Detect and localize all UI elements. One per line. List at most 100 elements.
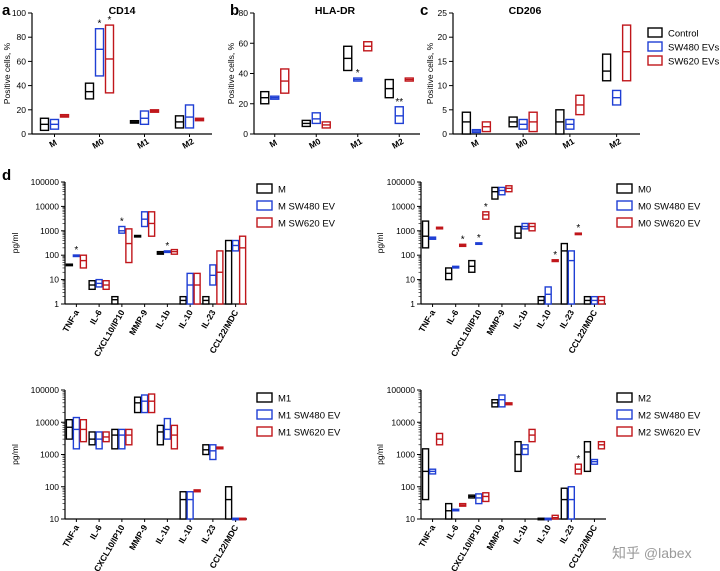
panel-c-cd206: c CD206 0 5 10 15 20 25 Positive cells, % M M0 M1… <box>420 2 719 151</box>
x-category-label: IL-6 <box>444 308 460 326</box>
y-tick-label: 60 <box>17 56 27 66</box>
x-category-label: TNF-a <box>417 308 438 334</box>
x-category-label: IL-23 <box>199 308 218 330</box>
y-tick-label: 100000 <box>31 385 60 395</box>
y-tick-label: 10 <box>406 514 416 524</box>
box-sw480 <box>209 444 217 461</box>
y-tick-label: 40 <box>17 81 27 91</box>
x-category-label: M1 <box>349 136 364 151</box>
chart-title: HLA-DR <box>315 5 356 17</box>
legend-swatch-sw620 <box>256 217 273 228</box>
x-category-label: IL-23 <box>557 523 576 545</box>
y-tick-label: 1000 <box>396 450 415 460</box>
significance-star: * <box>98 19 102 30</box>
box-control <box>88 431 96 446</box>
x-category-label: M0 <box>307 136 322 151</box>
box-control <box>111 428 119 450</box>
legend-label: M0 SW480 EV <box>638 202 701 213</box>
significance-star: * <box>576 223 580 234</box>
box-sw480 <box>521 444 529 456</box>
significance-star: * <box>461 234 465 245</box>
box-sw480 <box>544 286 552 305</box>
legend-swatch-sw480 <box>616 200 633 211</box>
legend-label: M SW480 EV <box>278 202 336 213</box>
y-tick-label: 10000 <box>35 201 59 211</box>
box-control <box>133 396 142 414</box>
box-sw620 <box>79 254 88 269</box>
box-control <box>179 491 187 520</box>
x-category-label: M2 <box>390 136 405 151</box>
legend-swatch-sw480 <box>616 409 633 420</box>
y-axis-label: Positive cells, % <box>425 42 435 104</box>
y-tick-label: 80 <box>239 8 249 18</box>
y-tick-label: 10000 <box>35 417 59 427</box>
x-category-label: TNF-a <box>60 523 81 549</box>
box-control <box>560 487 569 520</box>
watermark-text: 知乎 @labex <box>612 545 692 561</box>
y-tick-label: 100 <box>401 250 415 260</box>
box-sw480 <box>118 428 126 450</box>
box-sw480 <box>498 394 506 408</box>
box-control <box>224 239 233 305</box>
box-control <box>224 486 233 520</box>
y-tick-label: 100 <box>12 8 26 18</box>
x-category-label: IL-6 <box>444 523 460 541</box>
y-tick-label: 0 <box>442 129 447 139</box>
legend-swatch-sw480 <box>647 41 663 52</box>
box-sw480 <box>567 250 576 305</box>
y-tick-label: 80 <box>17 32 27 42</box>
significance-star: * <box>165 241 169 252</box>
panel-letter-c: c <box>420 2 428 19</box>
y-tick-label: 40 <box>239 69 249 79</box>
x-category-label: IL-1b <box>511 523 530 546</box>
box-control <box>421 220 430 249</box>
y-tick-label: 20 <box>17 105 27 115</box>
y-tick-label: 100 <box>45 250 59 260</box>
y-tick-label: 1000 <box>40 226 59 236</box>
chart-title: CD206 <box>509 5 542 17</box>
panel-letter-d: d <box>2 167 11 184</box>
legend-label: M SW620 EV <box>278 219 336 230</box>
box-control <box>583 440 592 473</box>
significance-star: * <box>484 202 488 213</box>
box-sw620 <box>79 418 88 443</box>
x-category-label: IL-10 <box>534 308 553 330</box>
legend-label: SW620 EVs <box>668 57 719 68</box>
legend-swatch-sw480 <box>256 200 273 211</box>
legend-label: SW480 EVs <box>668 43 719 54</box>
significance-star: * <box>576 454 580 465</box>
y-axis-label: pg/ml <box>375 444 385 465</box>
y-axis-label: pg/ml <box>10 233 20 254</box>
box-control <box>461 111 472 135</box>
y-tick-label: 10 <box>406 275 416 285</box>
y-tick-label: 100000 <box>387 177 416 187</box>
x-category-label: IL-6 <box>88 308 104 326</box>
box-sw480 <box>567 486 576 520</box>
significance-star: * <box>120 217 124 228</box>
y-tick-label: 5 <box>442 105 447 115</box>
x-category-label: IL-6 <box>88 523 104 541</box>
x-category-label: M <box>469 137 480 149</box>
x-category-label: IL-23 <box>199 523 218 545</box>
panel-d-m: 110100100010000100000pg/mlTNF-a*IL-6CXCL… <box>10 177 336 358</box>
y-tick-label: 25 <box>438 8 448 18</box>
x-category-label: IL-10 <box>176 308 195 330</box>
box-sw480 <box>94 28 105 77</box>
box-sw480 <box>95 431 103 450</box>
x-category-label: M2 <box>608 136 623 151</box>
chart-title: CD14 <box>109 5 136 17</box>
y-tick-label: 10000 <box>391 201 415 211</box>
box-sw620 <box>125 428 133 446</box>
box-control <box>560 242 569 305</box>
legend-label: M1 <box>278 394 291 405</box>
box-sw620 <box>170 424 179 450</box>
legend-swatch-sw620 <box>256 426 273 437</box>
box-sw480 <box>186 491 194 520</box>
box-sw480 <box>186 272 194 305</box>
box-control <box>65 418 74 440</box>
x-category-label: MMP-9 <box>127 308 149 337</box>
box-sw480 <box>72 416 81 450</box>
box-sw480 <box>475 493 483 505</box>
x-category-label: M0 <box>514 136 529 151</box>
